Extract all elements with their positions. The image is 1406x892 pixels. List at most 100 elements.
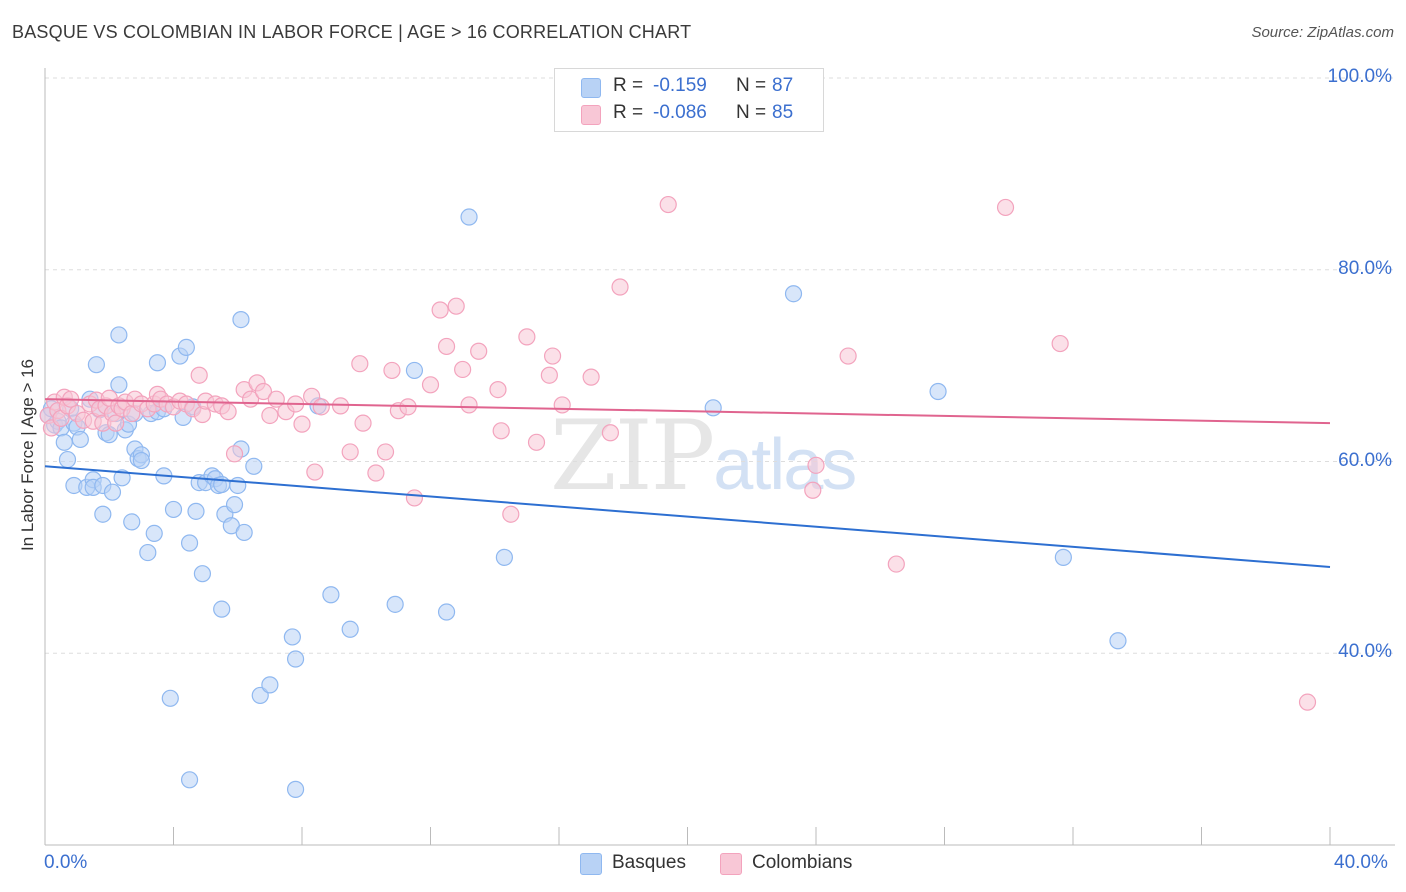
x-tick-min: 0.0% <box>44 852 88 873</box>
point-colombians <box>1298 693 1317 711</box>
point-basques <box>341 620 359 638</box>
point-basques <box>245 457 263 475</box>
r-label: R = <box>613 102 644 123</box>
point-basques <box>322 586 340 604</box>
chart-title: BASQUE VS COLOMBIAN IN LABOR FORCE | AGE… <box>12 22 692 42</box>
point-colombians <box>331 397 350 415</box>
legend-swatch-basques <box>580 853 602 875</box>
legend-label-colombians: Colombians <box>752 852 853 873</box>
watermark-zip: ZIP <box>550 400 715 512</box>
watermark-atlas: atlas <box>713 425 857 505</box>
point-colombians <box>219 403 237 421</box>
y-tick-label: 100.0% <box>1327 66 1392 87</box>
point-basques <box>103 483 122 501</box>
n-value-colombians: 85 <box>772 102 794 123</box>
point-colombians <box>543 347 562 365</box>
point-basques <box>213 600 231 618</box>
n-label: N = <box>736 75 767 96</box>
point-basques <box>495 548 513 566</box>
point-colombians <box>470 342 488 360</box>
point-basques <box>94 505 112 523</box>
point-colombians <box>540 366 558 384</box>
point-basques <box>177 338 195 357</box>
legend-swatch-colombians <box>720 853 742 875</box>
x-tick-max: 40.0% <box>1334 852 1388 873</box>
point-colombians <box>421 376 440 394</box>
point-colombians <box>996 198 1015 217</box>
correlation-legend: R = -0.159 N = 87 R = -0.086 N = 85 <box>554 68 824 132</box>
y-tick-label: 40.0% <box>1338 641 1392 663</box>
point-colombians <box>225 445 244 463</box>
point-basques <box>55 433 73 451</box>
point-basques <box>229 476 247 495</box>
trend-lines <box>44 398 1331 568</box>
point-colombians <box>190 366 208 384</box>
point-basques <box>145 524 163 543</box>
y-axis-label: In Labor Force | Age > 16 <box>18 358 37 552</box>
point-basques <box>929 382 947 401</box>
r-value-colombians: -0.086 <box>653 102 707 123</box>
r-value-basques: -0.159 <box>653 75 707 96</box>
point-basques <box>132 451 150 470</box>
point-colombians <box>312 398 330 416</box>
point-basques <box>139 543 157 562</box>
point-basques <box>283 628 301 646</box>
point-basques <box>1109 632 1127 650</box>
point-colombians <box>1051 334 1069 353</box>
legend-label-basques: Basques <box>612 852 686 873</box>
r-label: R = <box>613 75 644 96</box>
n-label: N = <box>736 102 767 123</box>
point-colombians <box>405 489 424 507</box>
point-colombians <box>553 396 571 414</box>
point-basques <box>235 523 253 542</box>
y-tick-label: 60.0% <box>1338 449 1392 471</box>
grid <box>45 77 1395 654</box>
point-basques <box>286 650 305 668</box>
point-colombians <box>492 422 510 440</box>
point-colombians <box>582 368 600 386</box>
point-colombians <box>447 297 465 315</box>
point-basques <box>110 326 128 344</box>
point-basques <box>225 496 244 514</box>
point-colombians <box>107 414 125 432</box>
point-basques <box>251 686 269 705</box>
point-basques <box>164 500 183 519</box>
point-colombians <box>887 555 905 573</box>
legend-swatch-basques <box>581 78 601 98</box>
point-colombians <box>527 433 546 451</box>
point-colombians <box>351 355 369 373</box>
point-basques <box>193 565 212 583</box>
point-colombians <box>601 424 620 442</box>
point-colombians <box>454 360 472 379</box>
point-colombians <box>376 443 395 461</box>
watermark: ZIPatlas <box>550 400 857 512</box>
point-basques <box>110 376 128 394</box>
point-colombians <box>367 464 385 482</box>
point-colombians <box>502 505 520 523</box>
point-basques <box>187 502 205 520</box>
axes <box>44 68 1395 846</box>
point-colombians <box>261 406 279 425</box>
point-basques <box>261 676 279 694</box>
point-basques <box>232 311 250 329</box>
point-basques <box>704 399 722 417</box>
point-basques <box>405 361 424 380</box>
point-colombians <box>659 195 677 214</box>
point-basques <box>1054 548 1072 566</box>
y-tick-label: 80.0% <box>1338 257 1392 279</box>
point-basques <box>161 689 179 707</box>
point-colombians <box>383 361 401 380</box>
point-basques <box>123 513 141 531</box>
point-basques <box>286 780 305 798</box>
point-basques <box>180 534 199 552</box>
point-colombians <box>460 396 478 414</box>
point-basques <box>386 595 404 613</box>
point-colombians <box>804 481 822 499</box>
point-colombians <box>807 456 825 474</box>
point-colombians <box>431 301 449 319</box>
point-basques <box>58 450 77 469</box>
point-colombians <box>341 443 359 461</box>
point-colombians <box>437 337 456 356</box>
point-basques <box>437 603 456 621</box>
